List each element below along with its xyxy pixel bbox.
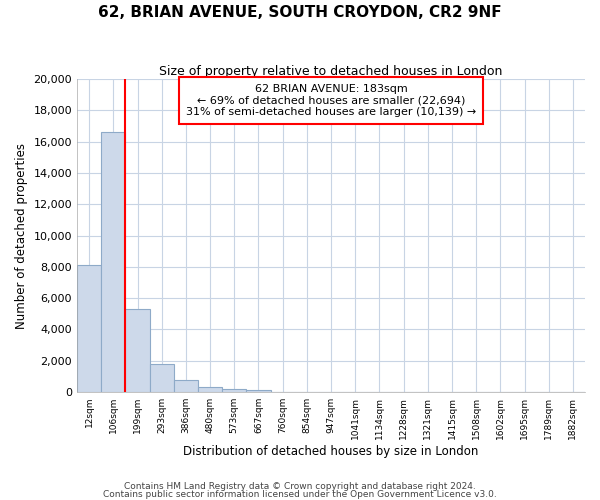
Y-axis label: Number of detached properties: Number of detached properties xyxy=(15,142,28,328)
Bar xyxy=(77,266,101,392)
Text: Contains HM Land Registry data © Crown copyright and database right 2024.: Contains HM Land Registry data © Crown c… xyxy=(124,482,476,491)
Text: Contains public sector information licensed under the Open Government Licence v3: Contains public sector information licen… xyxy=(103,490,497,499)
Text: 62, BRIAN AVENUE, SOUTH CROYDON, CR2 9NF: 62, BRIAN AVENUE, SOUTH CROYDON, CR2 9NF xyxy=(98,5,502,20)
Text: 62 BRIAN AVENUE: 183sqm
← 69% of detached houses are smaller (22,694)
31% of sem: 62 BRIAN AVENUE: 183sqm ← 69% of detache… xyxy=(186,84,476,117)
Bar xyxy=(149,364,174,392)
Bar xyxy=(198,388,222,392)
Bar xyxy=(222,390,247,392)
Bar xyxy=(247,390,271,392)
Bar xyxy=(125,309,149,392)
Bar xyxy=(101,132,125,392)
Title: Size of property relative to detached houses in London: Size of property relative to detached ho… xyxy=(160,65,503,78)
X-axis label: Distribution of detached houses by size in London: Distribution of detached houses by size … xyxy=(184,444,479,458)
Bar xyxy=(174,380,198,392)
